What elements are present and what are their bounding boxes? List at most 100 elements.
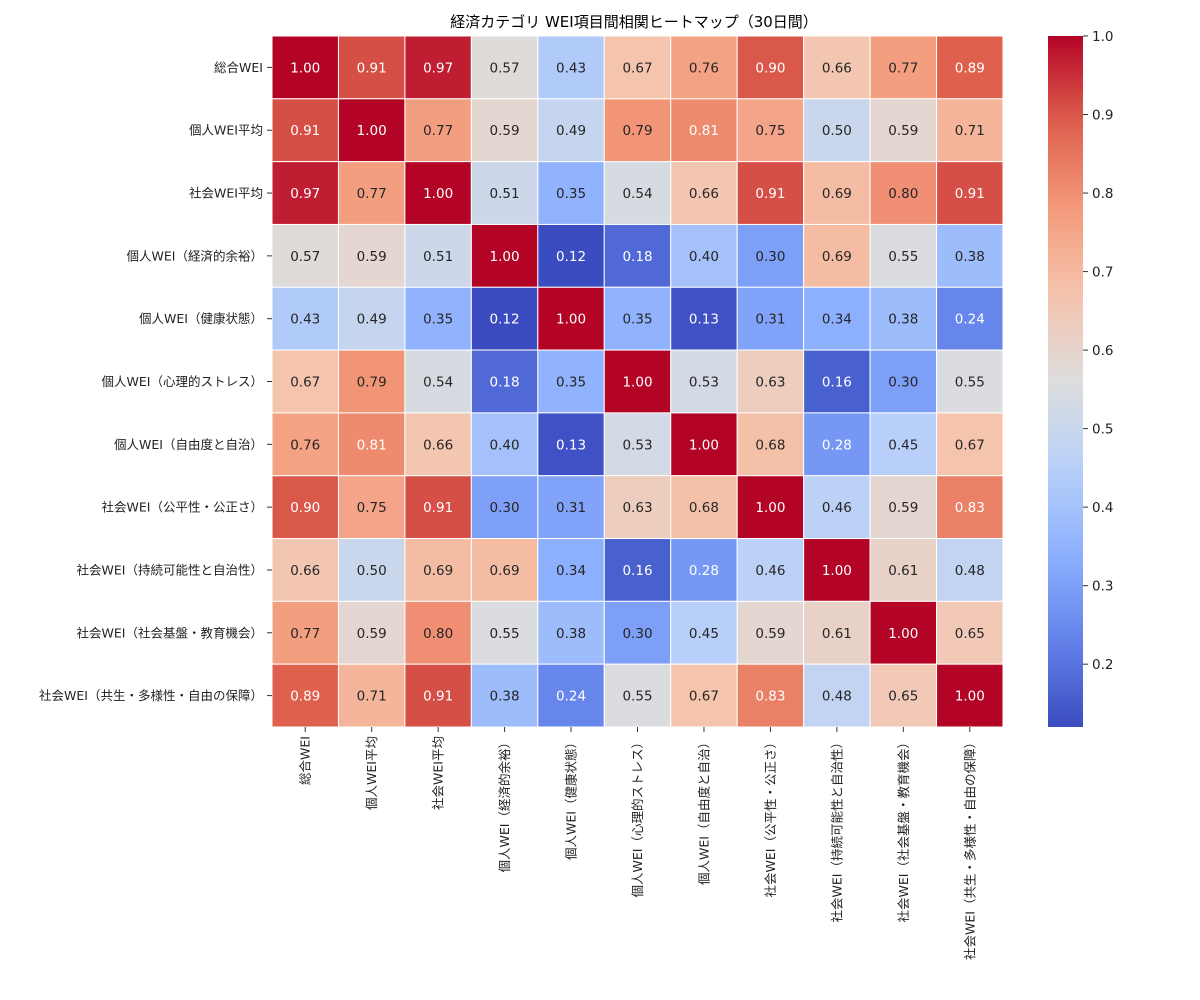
heatmap-cell xyxy=(271,35,339,100)
heatmap-cell xyxy=(803,663,871,728)
heatmap-cell xyxy=(736,412,805,477)
cell-value-label: 0.35 xyxy=(423,312,453,328)
cell-value-label: 0.55 xyxy=(622,689,652,705)
y-tick-label: 個人WEI（経済的余裕） xyxy=(127,248,263,263)
cell-value-label: 0.38 xyxy=(955,249,985,265)
cell-value-label: 0.34 xyxy=(556,563,586,579)
cell-value-label: 0.35 xyxy=(556,186,586,202)
cell-value-label: 0.57 xyxy=(490,60,520,76)
heatmap-cell xyxy=(670,475,738,540)
colorbar-tick-label: 0.4 xyxy=(1092,500,1113,516)
cell-value-label: 0.59 xyxy=(357,249,387,265)
heatmap-cells: 1.00 0.91 0.97 0.57 0.43 0.67 0.76 0.90 0.66 0.77… xyxy=(271,35,1004,728)
heatmap-cell xyxy=(404,600,472,665)
cell-value-label: 0.59 xyxy=(888,123,918,139)
cell-value-label: 0.71 xyxy=(357,689,387,705)
cell-value-label: 0.91 xyxy=(357,60,387,76)
colorbar-tick-label: 0.7 xyxy=(1092,265,1113,281)
heatmap-cell xyxy=(736,98,805,163)
colorbar-gradient xyxy=(1048,36,1083,727)
cell-value-label: 0.31 xyxy=(556,500,586,516)
cell-value-label: 0.38 xyxy=(556,626,586,642)
cell-value-label: 0.83 xyxy=(755,689,785,705)
cell-value-label: 0.75 xyxy=(755,123,785,139)
cell-value-label: 0.91 xyxy=(423,689,453,705)
cell-value-label: 0.91 xyxy=(955,186,985,202)
x-tick-label: 社会WEI（公平性・公正さ） xyxy=(763,736,778,897)
y-tick-label: 社会WEI（持続可能性と自治性） xyxy=(77,562,263,577)
heatmap-cell xyxy=(936,475,1004,540)
colorbar-tick-label: 0.3 xyxy=(1092,579,1113,595)
cell-value-label: 0.30 xyxy=(490,500,520,516)
heatmap-cell xyxy=(271,349,339,414)
colorbar-tick-label: 0.2 xyxy=(1092,657,1113,673)
y-tick-label: 個人WEI平均 xyxy=(189,123,263,138)
x-tick-label: 個人WEI平均 xyxy=(364,736,379,810)
cell-value-label: 0.66 xyxy=(423,437,453,453)
cell-value-label: 0.59 xyxy=(888,500,918,516)
heatmap-cell xyxy=(404,223,472,288)
cell-value-label: 0.35 xyxy=(556,375,586,391)
cell-value-label: 0.67 xyxy=(955,437,985,453)
heatmap-cell xyxy=(670,412,738,477)
heatmap-cell xyxy=(869,538,938,602)
heatmap-cell xyxy=(936,286,1004,351)
cell-value-label: 0.49 xyxy=(556,123,586,139)
cell-value-label: 0.81 xyxy=(689,123,719,139)
heatmap-cell xyxy=(936,223,1004,288)
heatmap-cell xyxy=(603,349,672,414)
heatmap-cell xyxy=(869,223,938,288)
cell-value-label: 0.43 xyxy=(290,312,320,328)
cell-value-label: 1.00 xyxy=(622,375,652,391)
cell-value-label: 1.00 xyxy=(689,437,719,453)
heatmap-cell xyxy=(736,475,805,540)
cell-value-label: 0.45 xyxy=(689,626,719,642)
cell-value-label: 0.91 xyxy=(755,186,785,202)
x-tick-label: 社会WEI（社会基盤・教育機会） xyxy=(896,736,911,922)
x-tick-label: 個人WEI（心理的ストレス） xyxy=(630,736,645,897)
x-tick-label: 社会WEI（共生・多様性・自由の保障） xyxy=(962,736,977,960)
cell-value-label: 0.24 xyxy=(955,312,985,328)
cell-value-label: 0.50 xyxy=(357,563,387,579)
cell-value-label: 1.00 xyxy=(357,123,387,139)
cell-value-label: 0.97 xyxy=(423,60,453,76)
cell-value-label: 0.79 xyxy=(357,375,387,391)
cell-value-label: 0.12 xyxy=(490,312,520,328)
cell-value-label: 0.34 xyxy=(822,312,852,328)
cell-value-label: 0.59 xyxy=(357,626,387,642)
cell-value-label: 0.77 xyxy=(888,60,918,76)
heatmap-cell xyxy=(470,35,539,100)
heatmap-cell xyxy=(603,412,672,477)
cell-value-label: 1.00 xyxy=(822,563,852,579)
cell-value-label: 0.66 xyxy=(689,186,719,202)
cell-value-label: 0.51 xyxy=(490,186,520,202)
cell-value-label: 0.51 xyxy=(423,249,453,265)
heatmap-cell xyxy=(603,98,672,163)
cell-value-label: 0.69 xyxy=(822,186,852,202)
heatmap-cell xyxy=(936,412,1004,477)
cell-value-label: 1.00 xyxy=(888,626,918,642)
cell-value-label: 1.00 xyxy=(423,186,453,202)
heatmap-cell xyxy=(869,98,938,163)
y-tick-label: 個人WEI（健康状態） xyxy=(139,311,263,326)
heatmap-cell xyxy=(537,98,605,163)
heatmap-cell xyxy=(670,538,738,602)
cell-value-label: 0.31 xyxy=(755,312,785,328)
heatmap-cell xyxy=(404,663,472,728)
heatmap-cell xyxy=(271,600,339,665)
y-tick-label: 社会WEI（社会基盤・教育機会） xyxy=(77,625,263,640)
cell-value-label: 0.90 xyxy=(755,60,785,76)
heatmap-cell xyxy=(603,475,672,540)
heatmap-cell xyxy=(603,538,672,602)
heatmap-cell xyxy=(736,35,805,100)
cell-value-label: 0.24 xyxy=(556,689,586,705)
cell-value-label: 1.00 xyxy=(955,689,985,705)
cell-value-label: 0.69 xyxy=(490,563,520,579)
y-tick-label: 社会WEI（公平性・公正さ） xyxy=(102,500,263,515)
heatmap-cell xyxy=(271,538,339,602)
cell-value-label: 0.13 xyxy=(689,312,719,328)
cell-value-label: 0.13 xyxy=(556,437,586,453)
cell-value-label: 0.67 xyxy=(290,375,320,391)
cell-value-label: 0.59 xyxy=(755,626,785,642)
